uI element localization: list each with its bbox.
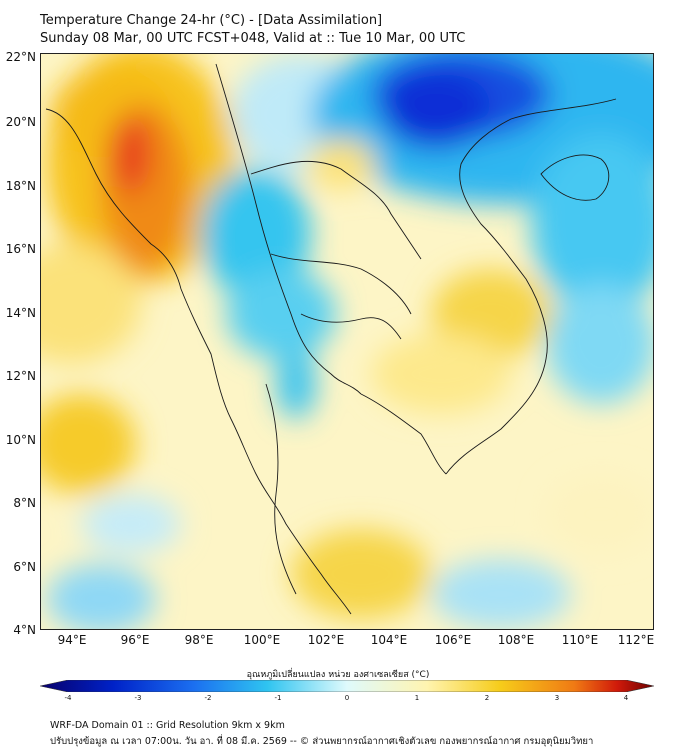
colorbar-tick: -3	[134, 694, 142, 702]
map-subtitle: Sunday 08 Mar, 00 UTC FCST+048, Valid at…	[40, 31, 466, 46]
temperature-field	[41, 54, 653, 629]
lat-label: 8°N	[13, 496, 36, 510]
colorbar	[40, 680, 654, 692]
colorbar-gradient	[40, 680, 654, 692]
lat-label: 6°N	[13, 560, 36, 574]
lon-label: 98°E	[184, 633, 214, 647]
lat-label: 20°N	[5, 115, 36, 129]
colorbar-tick: 0	[344, 694, 350, 702]
temperature-change-map	[40, 53, 654, 630]
lat-label: 4°N	[13, 623, 36, 637]
colorbar-tick: -1	[274, 694, 282, 702]
colorbar-tick: 4	[623, 694, 629, 702]
footer-model-info: WRF-DA Domain 01 :: Grid Resolution 9km …	[50, 720, 285, 731]
lon-label: 108°E	[497, 633, 535, 647]
lat-label: 18°N	[5, 179, 36, 193]
lat-label: 12°N	[5, 369, 36, 383]
colorbar-tick: 3	[554, 694, 560, 702]
lon-label: 102°E	[307, 633, 345, 647]
lon-label: 100°E	[243, 633, 281, 647]
lat-label: 10°N	[5, 433, 36, 447]
colorbar-tick: 2	[484, 694, 490, 702]
colorbar-label: อุณหภูมิเปลี่ยนแปลง หน่วย องศาเซลเซียส (…	[246, 670, 430, 680]
footer-credit: ปรับปรุงข้อมูล ณ เวลา 07:00น. วัน อา. ที…	[50, 736, 594, 747]
map-title: Temperature Change 24-hr (°C) - [Data As…	[40, 13, 383, 28]
colorbar-tick: -4	[64, 694, 72, 702]
lat-label: 16°N	[5, 242, 36, 256]
lat-label: 22°N	[5, 50, 36, 64]
map-field-svg	[41, 54, 653, 629]
lon-label: 96°E	[120, 633, 150, 647]
lon-label: 112°E	[617, 633, 655, 647]
coastline-outlines	[45, 63, 617, 615]
colorbar-tick: 1	[414, 694, 420, 702]
lon-label: 106°E	[434, 633, 472, 647]
lon-label: 110°E	[561, 633, 599, 647]
lon-label: 94°E	[57, 633, 87, 647]
lat-label: 14°N	[5, 306, 36, 320]
colorbar-tick: -2	[204, 694, 212, 702]
lon-label: 104°E	[370, 633, 408, 647]
